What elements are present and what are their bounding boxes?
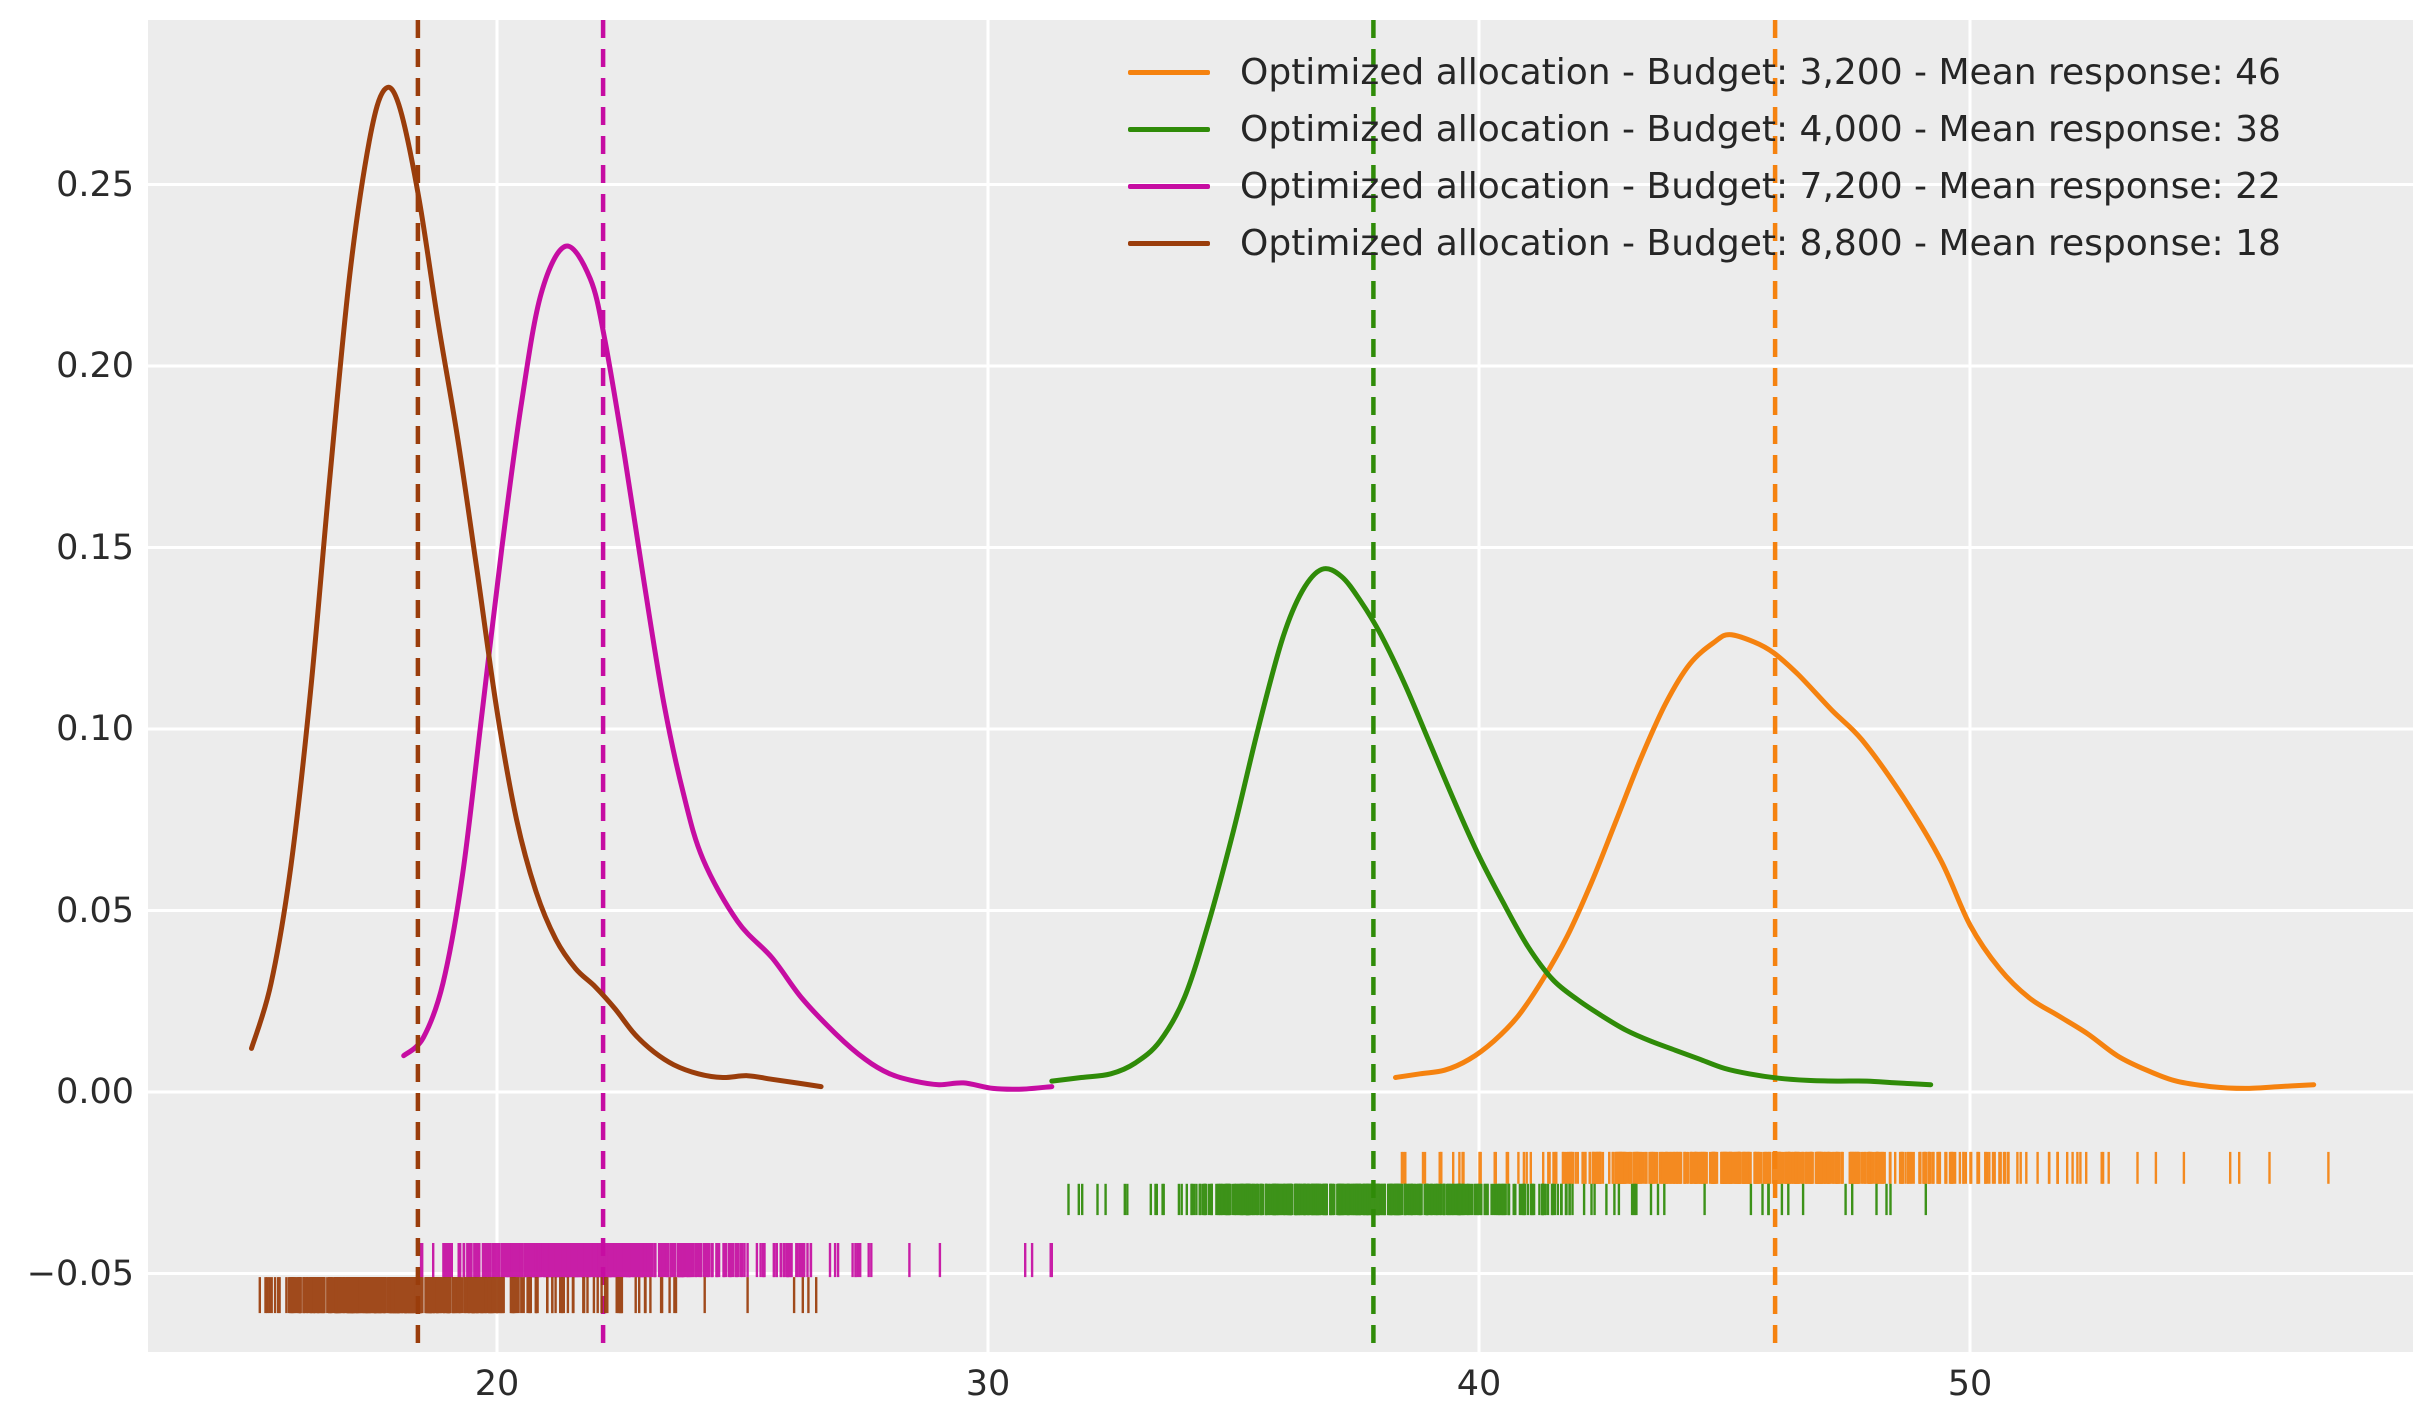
legend-label: Optimized allocation - Budget: 3,200 - M… <box>1240 52 2281 93</box>
x-tick-label: 30 <box>965 1364 1011 1404</box>
legend-row: Optimized allocation - Budget: 3,200 - M… <box>1128 44 2281 101</box>
legend: Optimized allocation - Budget: 3,200 - M… <box>1128 44 2281 272</box>
y-tick-label: 0.00 <box>56 1072 134 1112</box>
rug-budget-8800 <box>258 1277 818 1314</box>
kde-curve-budget-7200 <box>401 243 1055 1092</box>
legend-label: Optimized allocation - Budget: 4,000 - M… <box>1240 109 2281 150</box>
y-tick-label: 0.10 <box>56 709 134 749</box>
y-tick-label: 0.25 <box>56 164 134 205</box>
legend-label: Optimized allocation - Budget: 8,800 - M… <box>1240 223 2281 264</box>
plot-svg <box>148 20 2413 1352</box>
y-tick-label: 0.15 <box>56 527 134 568</box>
legend-line-swatch <box>1128 70 1210 75</box>
plot-area <box>148 20 2413 1352</box>
legend-row: Optimized allocation - Budget: 7,200 - M… <box>1128 158 2281 215</box>
legend-line-swatch <box>1128 241 1210 246</box>
legend-row: Optimized allocation - Budget: 4,000 - M… <box>1128 101 2281 158</box>
x-tick-label: 40 <box>1456 1364 1502 1404</box>
y-tick-label: 0.05 <box>56 890 134 931</box>
kde-curve-budget-4000 <box>1049 566 1934 1088</box>
x-tick-label: 20 <box>474 1364 520 1404</box>
y-tick-label: 0.20 <box>56 346 134 386</box>
kde-curve-budget-8800 <box>249 84 824 1090</box>
x-tick-label: 50 <box>1947 1364 1993 1404</box>
legend-line-swatch <box>1128 184 1210 189</box>
rug-budget-3200 <box>1400 1151 2330 1184</box>
rug-budget-7200 <box>419 1243 1053 1278</box>
legend-line-swatch <box>1128 127 1210 132</box>
legend-row: Optimized allocation - Budget: 8,800 - M… <box>1128 215 2281 272</box>
legend-label: Optimized allocation - Budget: 7,200 - M… <box>1240 166 2281 207</box>
kde-curve-budget-3200 <box>1393 632 2317 1091</box>
rug-budget-4000 <box>1067 1183 1928 1216</box>
y-tick-label: −0.05 <box>26 1253 134 1294</box>
